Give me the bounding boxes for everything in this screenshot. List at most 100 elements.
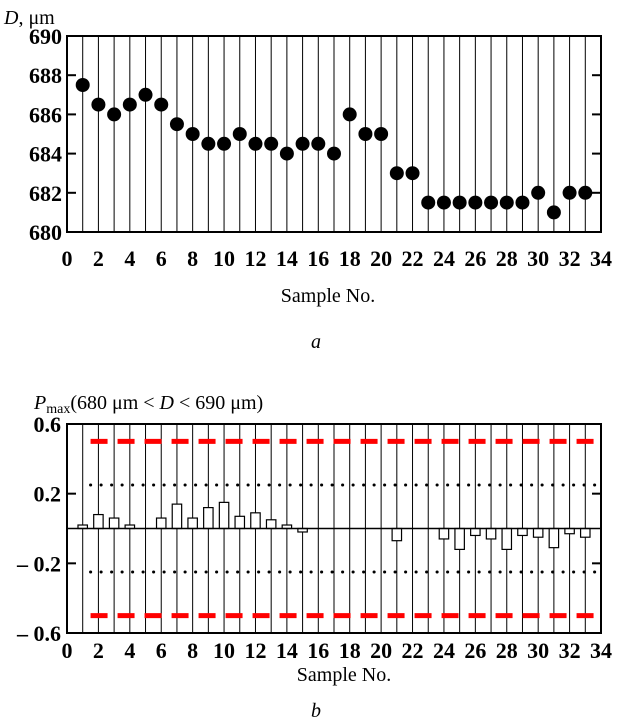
- b-caption: b: [311, 700, 321, 722]
- a-x-tick-label: 34: [590, 246, 612, 271]
- panel-b: 0.60.2– 0.2– 0.6 0 2 4 6 8 10 12 14 16 18 20 22 24 26…: [16, 392, 612, 722]
- b-y-tick-label: 0.6: [34, 412, 62, 437]
- a-y-tick-label: 690: [29, 24, 62, 49]
- a-x-tick-label: 14: [276, 246, 298, 271]
- b-y-axis-label: Pmax(680 μm < D < 690 μm): [33, 392, 263, 417]
- b-x-tick-label: 30: [527, 638, 549, 663]
- a-data-point: [122, 97, 137, 112]
- b-y-tick-label: 0.2: [34, 482, 62, 507]
- a-x-tick-label: 28: [496, 246, 518, 271]
- a-data-point: [562, 185, 577, 200]
- b-x-tick-label: 32: [559, 638, 581, 663]
- a-x-axis-label: Sample No.: [281, 285, 375, 307]
- b-bar: [250, 512, 261, 530]
- b-x-ticks: 0 2 4 6 8 10 12 14 16 18 20 22 24 26 28 30 32 34: [62, 638, 613, 663]
- b-bar: [501, 527, 513, 550]
- a-x-ticks: 0 2 4 6 8 10 12 14 16 18 20 22 24 26 28 30 32 34: [62, 246, 613, 271]
- a-data-point: [327, 146, 341, 161]
- a-data-point: [217, 136, 232, 151]
- b-x-axis-label: Sample No.: [297, 664, 391, 686]
- a-data-point: [91, 97, 106, 112]
- b-bar: [517, 527, 528, 537]
- b-x-tick-label: 22: [402, 638, 424, 663]
- a-data-point: [107, 107, 122, 122]
- b-bars: [77, 501, 591, 550]
- a-data-point: [248, 136, 263, 151]
- a-data-point: [421, 195, 436, 210]
- b-x-tick-label: 16: [307, 638, 329, 663]
- a-y-tick-label: 680: [29, 220, 62, 245]
- b-x-tick-label: 12: [244, 638, 266, 663]
- b-y-tick-label: – 0.6: [16, 621, 61, 646]
- a-data-point: [452, 195, 467, 210]
- a-data-point: [358, 127, 373, 141]
- a-data-points: [75, 78, 593, 220]
- b-bar: [532, 527, 544, 538]
- a-data-point: [185, 127, 200, 141]
- a-data-point: [405, 166, 420, 181]
- a-x-tick-label: 12: [244, 246, 266, 271]
- b-x-tick-label: 28: [496, 638, 518, 663]
- a-x-tick-label: 0: [62, 246, 73, 271]
- a-x-tick-label: 26: [464, 246, 486, 271]
- a-data-point: [138, 87, 153, 102]
- a-data-point: [232, 127, 247, 141]
- a-data-point: [342, 107, 357, 122]
- a-y-tick-label: 684: [29, 142, 62, 167]
- a-x-tick-label: 24: [433, 246, 455, 271]
- b-bar: [108, 517, 120, 530]
- a-data-point: [515, 195, 530, 210]
- a-x-tick-label: 32: [559, 246, 581, 271]
- a-x-tick-label: 22: [402, 246, 424, 271]
- b-bar: [265, 519, 277, 530]
- b-bar: [579, 527, 591, 538]
- a-y-tick-label: 688: [29, 63, 62, 88]
- a-data-point: [531, 185, 546, 200]
- b-bar: [187, 517, 198, 530]
- a-data-point: [295, 136, 310, 151]
- b-bar: [218, 501, 230, 530]
- b-bar: [391, 527, 403, 542]
- b-bar: [485, 527, 497, 540]
- b-bar: [203, 507, 214, 530]
- a-data-point: [499, 195, 514, 210]
- a-x-tick-label: 10: [213, 246, 235, 271]
- a-data-point: [374, 127, 389, 141]
- b-x-tick-label: 10: [213, 638, 235, 663]
- b-bar: [564, 527, 575, 535]
- a-data-point: [468, 195, 483, 210]
- b-x-tick-label: 2: [93, 638, 104, 663]
- a-data-point: [389, 166, 404, 181]
- b-bar: [470, 527, 481, 537]
- a-data-point: [75, 78, 90, 92]
- a-data-point: [279, 146, 294, 161]
- b-bar: [438, 527, 450, 540]
- a-data-point: [436, 195, 451, 210]
- b-bar: [548, 527, 560, 549]
- a-y-axis-label: D, μm: [3, 7, 55, 29]
- a-y-tick-label: 682: [29, 181, 62, 206]
- b-y-ticks: 0.6 0.2 – 0.2 – 0.6: [16, 412, 601, 646]
- b-x-tick-label: 4: [124, 638, 135, 663]
- a-data-point: [169, 117, 184, 132]
- a-x-tick-label: 18: [339, 246, 361, 271]
- a-plot-frame: [66, 35, 602, 233]
- b-y-tick-label: – 0.2: [16, 551, 61, 576]
- a-x-tick-label: 8: [187, 246, 198, 271]
- b-x-tick-label: 26: [464, 638, 486, 663]
- a-x-tick-label: 30: [527, 246, 549, 271]
- b-x-tick-label: 14: [276, 638, 298, 663]
- a-x-tick-label: 16: [307, 246, 329, 271]
- b-reference-lines: [89, 438, 601, 619]
- a-data-point: [311, 136, 326, 151]
- b-plot-frame: [66, 423, 602, 634]
- b-x-tick-label: 18: [339, 638, 361, 663]
- a-x-tick-label: 2: [93, 246, 104, 271]
- a-data-point: [264, 136, 279, 151]
- a-x-tick-label: 20: [370, 246, 392, 271]
- b-x-tick-label: 24: [433, 638, 455, 663]
- b-bar: [454, 527, 465, 550]
- a-data-point: [484, 195, 499, 210]
- a-y-ticks: 680 682 684 686 688 690: [29, 24, 601, 245]
